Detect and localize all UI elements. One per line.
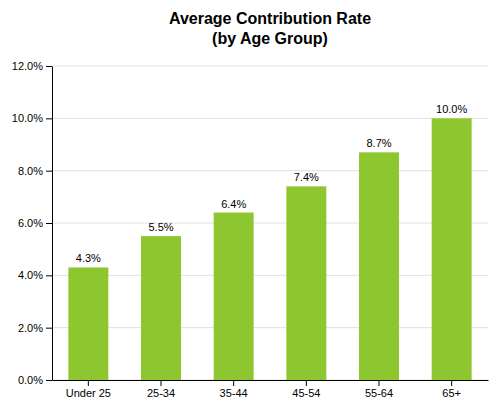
tick: 65+ — [442, 380, 461, 399]
grid — [52, 66, 488, 380]
tick-mark — [46, 328, 52, 329]
tick: 55-64 — [365, 380, 393, 399]
tick-mark — [46, 66, 52, 67]
x-axis: Under 25 25-34 35-44 45-54 55-64 65+ — [53, 380, 489, 399]
tick: 45-54 — [292, 380, 320, 399]
axis-line — [53, 380, 489, 381]
tick: 10.0% — [12, 112, 52, 124]
data-label: 7.4% — [294, 171, 319, 183]
bar — [359, 152, 399, 380]
tick-mark — [46, 275, 52, 276]
tick-label: 10.0% — [12, 112, 43, 124]
tick-mark — [88, 380, 89, 386]
tick-label: 55-64 — [365, 387, 393, 399]
tick-label: 4.0% — [18, 269, 43, 281]
tick: Under 25 — [66, 380, 111, 399]
data-label: 8.7% — [366, 137, 391, 149]
data-label: 6.4% — [221, 198, 246, 210]
tick: 25-34 — [147, 380, 175, 399]
tick-label: 35-44 — [220, 387, 248, 399]
tick-label: 12.0% — [12, 60, 43, 72]
tick-mark — [161, 380, 162, 386]
grid-line — [52, 380, 488, 381]
y-axis: 0.0% 2.0% 4.0% 6.0% 8.0% 10.0% 12.0% — [12, 60, 53, 386]
title: Average Contribution Rate (by Age Group) — [169, 10, 371, 47]
tick-label: 0.0% — [18, 374, 43, 386]
grid-line — [52, 275, 488, 276]
bar — [286, 186, 326, 380]
grid-line — [52, 66, 488, 67]
tick-mark — [46, 223, 52, 224]
tick-mark — [46, 118, 52, 119]
tick: 4.0% — [18, 269, 52, 281]
tick: 0.0% — [18, 374, 52, 386]
bar — [432, 118, 472, 380]
chart: 0.0% 2.0% 4.0% 6.0% 8.0% 10.0% 12.0% Under 25 25… — [0, 0, 504, 416]
data-label: 10.0% — [436, 103, 467, 115]
data-labels: 4.3% 5.5% 6.4% 7.4% 8.7% 10.0% — [76, 103, 468, 264]
tick-label: Under 25 — [66, 387, 111, 399]
tick: 12.0% — [12, 60, 52, 72]
data-label: 5.5% — [148, 221, 173, 233]
axis-line — [52, 67, 53, 381]
data-label: 4.3% — [76, 252, 101, 264]
tick-mark — [306, 380, 307, 386]
tick-label: 45-54 — [292, 387, 320, 399]
tick: 6.0% — [18, 217, 52, 229]
tick-mark — [233, 380, 234, 386]
tick-label: 25-34 — [147, 387, 175, 399]
tick-label: 6.0% — [18, 217, 43, 229]
grid-line — [52, 327, 488, 328]
tick: 35-44 — [220, 380, 248, 399]
tick-mark — [46, 171, 52, 172]
tick-mark — [451, 380, 452, 386]
grid-line — [52, 118, 488, 119]
grid-line — [52, 170, 488, 171]
tick-label: 8.0% — [18, 165, 43, 177]
tick-label: 65+ — [442, 387, 461, 399]
tick: 8.0% — [18, 165, 52, 177]
bar — [141, 236, 181, 380]
plot: 0.0% 2.0% 4.0% 6.0% 8.0% 10.0% 12.0% Under 25 25… — [12, 60, 489, 399]
grid-line — [52, 223, 488, 224]
bars — [68, 118, 471, 380]
bar — [68, 267, 108, 380]
title-line: Average Contribution Rate — [169, 10, 371, 27]
tick-mark — [379, 380, 380, 386]
tick-mark — [46, 380, 52, 381]
title-line: (by Age Group) — [212, 30, 328, 47]
tick: 2.0% — [18, 322, 52, 334]
bar — [214, 213, 254, 380]
tick-label: 2.0% — [18, 322, 43, 334]
